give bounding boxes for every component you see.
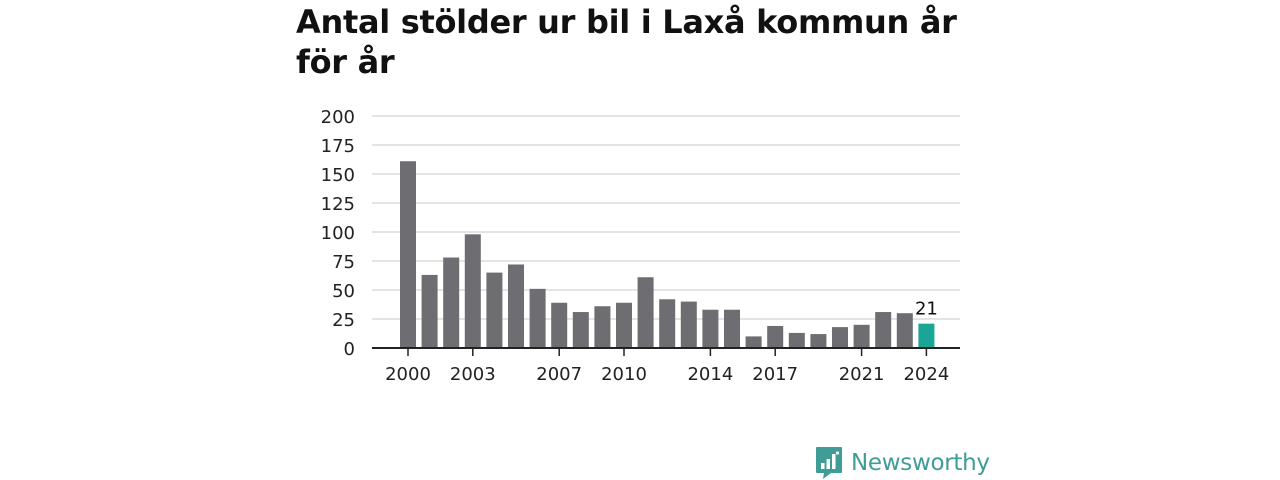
y-tick-label: 175 <box>321 136 355 157</box>
x-tick-label: 2007 <box>536 364 582 385</box>
x-tick-label: 2014 <box>687 364 733 385</box>
bar-2002 <box>443 257 460 348</box>
bar-2014 <box>702 309 719 348</box>
y-tick-label: 75 <box>332 252 355 273</box>
brand-name: Newsworthy <box>851 450 990 476</box>
bar-2015 <box>724 309 740 348</box>
bar-2003 <box>464 234 481 348</box>
x-tick-label: 2010 <box>601 364 647 385</box>
bar-2004 <box>486 272 503 348</box>
chart-title: Antal stölder ur bil i Laxå kommun år fö… <box>296 3 957 81</box>
bar-2001 <box>421 274 438 348</box>
y-tick-label: 125 <box>321 194 355 215</box>
bar-2012 <box>659 299 676 348</box>
y-tick-label: 25 <box>332 310 355 331</box>
x-tick-label: 2024 <box>903 364 949 385</box>
bar-2008 <box>572 312 589 348</box>
newsworthy-logo: Newsworthy <box>815 446 990 480</box>
bar-2021 <box>853 324 870 348</box>
bar-2019 <box>810 334 827 348</box>
data-labels: 21 <box>915 299 938 320</box>
bar-2018 <box>788 332 805 348</box>
y-tick-label: 200 <box>321 107 355 128</box>
y-tick-label: 50 <box>332 281 355 302</box>
bar-2017 <box>767 325 784 348</box>
bar-2023 <box>896 313 913 348</box>
data-label: 21 <box>915 299 938 320</box>
bar-2009 <box>594 306 611 348</box>
bar-2000 <box>400 161 416 348</box>
bar-2005 <box>508 264 524 348</box>
bar-2013 <box>680 301 697 348</box>
x-axis-ticks: 2000 2003 2007 2010 2014 2017 2021 2024 <box>385 348 949 385</box>
y-tick-label: 100 <box>321 223 355 244</box>
x-tick-label: 2003 <box>450 364 496 385</box>
bar-2010 <box>616 302 632 348</box>
x-tick-label: 2021 <box>839 364 885 385</box>
x-tick-label: 2000 <box>385 364 431 385</box>
bar-2016 <box>745 336 762 348</box>
bar-2024 <box>918 323 935 348</box>
bar-2011 <box>637 277 654 348</box>
y-tick-label: 0 <box>344 339 355 360</box>
bar-2022 <box>875 312 892 348</box>
bar-2006 <box>529 288 546 348</box>
bars <box>400 161 935 348</box>
x-tick-label: 2017 <box>752 364 798 385</box>
gridlines <box>372 115 960 320</box>
bar-2007 <box>551 302 568 348</box>
y-axis-ticks: 0 25 50 75 100 125 150 175 200 <box>321 107 355 360</box>
bar-2020 <box>832 327 848 348</box>
y-tick-label: 150 <box>321 165 355 186</box>
bar-chart-speech-bubble-icon <box>816 447 842 479</box>
